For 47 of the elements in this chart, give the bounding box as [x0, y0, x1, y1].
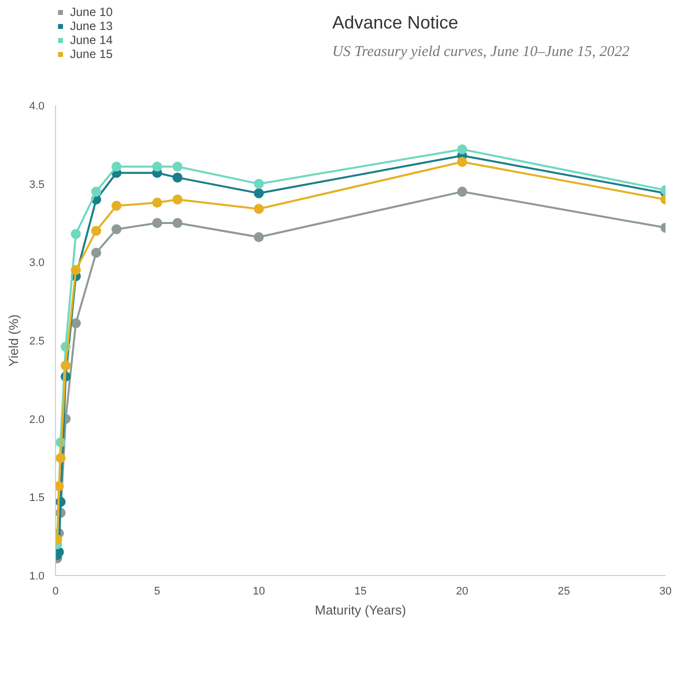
point: [70, 265, 81, 275]
y-tick-label: 3.5: [29, 178, 45, 191]
point: [254, 232, 264, 242]
point: [112, 200, 122, 211]
point: [70, 228, 81, 239]
point: [70, 318, 81, 328]
y-tick-label: 2.0: [29, 414, 45, 426]
legend-label: June 15: [70, 47, 113, 61]
point: [172, 194, 182, 204]
y-tick-label: 2.5: [29, 336, 45, 348]
point: [457, 156, 468, 167]
y-tick-label: 4.0: [29, 100, 45, 112]
point: [254, 204, 264, 214]
x-tick-label: 10: [252, 586, 265, 598]
point: [91, 186, 102, 197]
x-axis-title: Maturity (Years): [314, 602, 406, 618]
point: [112, 224, 122, 234]
x-tick-label: 5: [154, 586, 160, 598]
point: [60, 360, 71, 371]
point: [152, 218, 162, 228]
point: [172, 218, 182, 228]
point: [254, 178, 264, 189]
legend-label: June 13: [70, 19, 113, 33]
x-tick-label: 15: [354, 586, 367, 598]
x-tick-label: 20: [456, 586, 468, 598]
legend-label: June 14: [70, 33, 113, 47]
y-tick-label: 3.0: [29, 257, 45, 270]
legend-label: June 10: [70, 5, 113, 19]
point: [152, 198, 162, 208]
point: [172, 172, 182, 183]
chart-title: Advance Notice: [332, 12, 458, 32]
y-axis-title: Yield (%): [6, 314, 22, 367]
y-tick-label: 1.5: [29, 492, 45, 504]
point: [56, 453, 66, 463]
point: [152, 162, 162, 172]
x-tick-label: 30: [659, 586, 672, 598]
point: [254, 188, 264, 198]
point: [457, 144, 468, 154]
point: [91, 248, 102, 258]
point: [172, 162, 182, 172]
point: [91, 226, 102, 236]
chart-subtitle: US Treasury yield curves, June 10–June 15, 2022: [332, 44, 630, 60]
y-tick-label: 1.0: [29, 570, 45, 582]
point: [112, 162, 122, 172]
x-tick-label: 25: [558, 586, 570, 598]
x-tick-label: 0: [52, 586, 59, 598]
point: [457, 186, 468, 197]
